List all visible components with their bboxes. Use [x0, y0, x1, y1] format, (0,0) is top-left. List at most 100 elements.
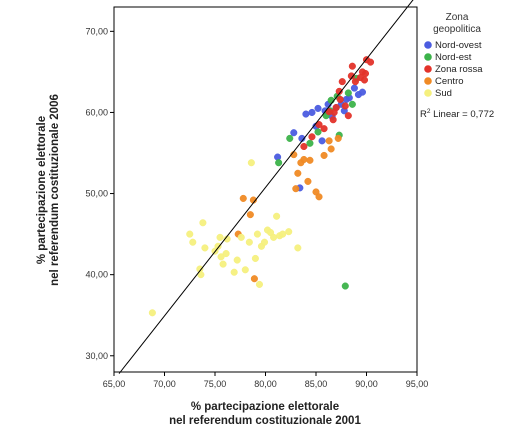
data-point: [214, 242, 222, 250]
data-point: [315, 121, 323, 129]
data-point: [250, 275, 258, 283]
data-point: [197, 271, 205, 279]
data-point: [255, 280, 263, 288]
plot-area: [113, 6, 418, 373]
data-point: [279, 230, 287, 238]
legend: Zona geopolitica Nord-ovestNord-estZona …: [424, 12, 483, 99]
legend-marker: [424, 41, 432, 49]
data-point: [230, 268, 238, 276]
data-point: [327, 145, 335, 153]
data-point: [315, 193, 323, 201]
y-tick-label: 30,00: [85, 351, 108, 361]
data-point: [246, 211, 254, 219]
data-point: [304, 177, 312, 185]
y-tick-label: 70,00: [85, 26, 108, 36]
legend-label: Nord-ovest: [435, 40, 482, 51]
y-tick-label: 50,00: [85, 189, 108, 199]
data-point: [273, 212, 281, 220]
x-tick-label: 70,00: [153, 379, 176, 389]
data-point: [251, 254, 259, 262]
data-point: [344, 89, 352, 97]
data-point: [148, 309, 156, 317]
data-point: [348, 62, 356, 70]
data-point: [241, 266, 249, 274]
data-points: [148, 56, 375, 317]
data-point: [336, 95, 344, 104]
legend-marker: [424, 65, 432, 73]
r2-superscript: 2: [427, 108, 431, 115]
x-axis-title-line1: % partecipazione elettorale: [191, 401, 339, 413]
r2-prefix: R: [420, 109, 427, 120]
data-point: [341, 282, 349, 290]
x-tick-label: 90,00: [355, 379, 378, 389]
y-axis-title-line2: nel referendum costituzionale 2006: [49, 94, 61, 286]
data-point: [186, 230, 194, 238]
data-point: [329, 116, 337, 124]
data-point: [325, 137, 333, 145]
r2-value: Linear = 0,772: [431, 109, 495, 120]
data-point: [350, 84, 358, 92]
data-point: [320, 151, 328, 159]
x-tick-label: 95,00: [406, 379, 429, 389]
x-axis-title-line2: nel referendum costituzionale 2001: [169, 415, 361, 427]
data-point: [341, 102, 349, 110]
data-point: [245, 238, 253, 246]
data-point: [199, 219, 207, 227]
data-point: [300, 155, 308, 164]
data-point: [330, 108, 338, 116]
data-point: [222, 250, 230, 258]
data-point: [239, 194, 247, 202]
data-point: [351, 78, 359, 86]
legend-label: Sud: [435, 88, 452, 99]
data-point: [219, 260, 227, 268]
data-point: [290, 129, 298, 137]
data-point: [347, 72, 355, 80]
x-axis: 65,00 70,00 75,00 80,00 85,00 90,00 95,00: [103, 372, 429, 389]
linear-fit-line: [118, 0, 414, 374]
data-point: [189, 238, 197, 246]
legend-title-line1: Zona: [446, 12, 469, 23]
data-point: [270, 233, 278, 241]
data-point: [308, 133, 316, 141]
data-point: [361, 69, 370, 78]
data-point: [217, 253, 225, 261]
data-point: [335, 87, 343, 95]
data-point: [338, 78, 346, 86]
data-point: [318, 137, 326, 145]
data-point: [285, 228, 293, 236]
data-point: [358, 88, 367, 96]
data-point: [247, 159, 255, 167]
data-point: [314, 104, 322, 112]
data-point: [275, 159, 283, 167]
y-tick-label: 40,00: [85, 270, 108, 280]
legend-title-line2: geopolitica: [433, 24, 481, 35]
data-point: [294, 169, 302, 177]
data-point: [308, 108, 316, 116]
y-axis-title-line1: % partecipazione elettorale: [36, 116, 48, 264]
legend-label: Zona rossa: [435, 64, 483, 75]
data-point: [253, 230, 261, 238]
data-point: [306, 139, 314, 147]
data-point: [286, 134, 294, 142]
legend-label: Nord-est: [435, 52, 472, 63]
legend-marker: [424, 77, 432, 85]
r2-annotation: R2 Linear = 0,772: [420, 108, 494, 120]
data-point: [237, 233, 245, 241]
legend-marker: [424, 89, 432, 97]
data-point: [201, 244, 209, 252]
data-point: [306, 156, 314, 164]
data-point: [344, 112, 352, 120]
legend-marker: [424, 53, 432, 61]
data-point: [260, 238, 269, 246]
data-point: [348, 100, 356, 108]
data-point: [302, 110, 310, 118]
data-point: [294, 244, 302, 252]
data-point: [334, 134, 342, 142]
x-tick-label: 80,00: [254, 379, 277, 389]
data-point: [300, 142, 308, 151]
data-point: [216, 233, 224, 241]
x-tick-label: 85,00: [305, 379, 328, 389]
data-point: [314, 128, 322, 136]
data-point: [360, 76, 369, 84]
